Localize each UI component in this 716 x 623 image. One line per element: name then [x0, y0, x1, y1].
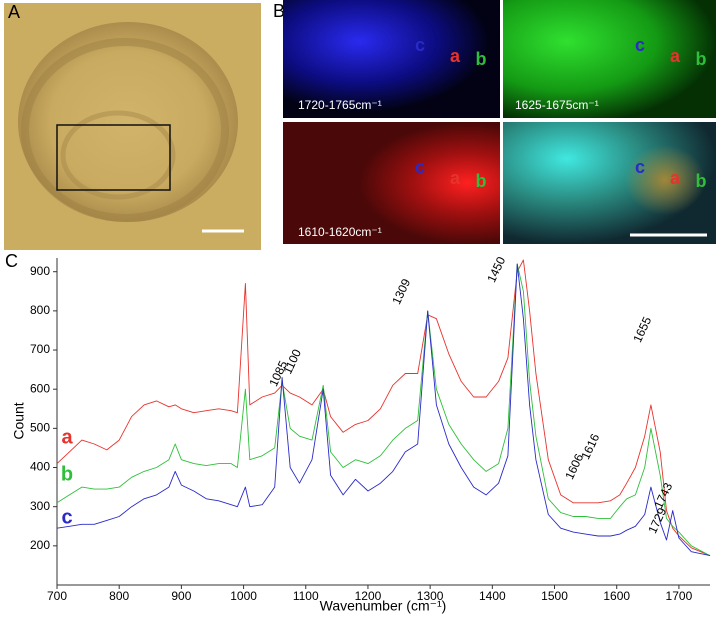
spot-label: b [476, 171, 487, 191]
peak-annotation: 1450 [484, 254, 508, 284]
x-tick-label: 1300 [417, 589, 444, 603]
x-tick-label: 1200 [355, 589, 382, 603]
y-tick-label: 800 [30, 303, 50, 317]
spectrum-line [56, 263, 711, 557]
spot-label: b [696, 171, 707, 191]
y-tick-label: 600 [30, 381, 50, 395]
spot-label: a [670, 168, 681, 188]
x-tick-label: 1400 [479, 589, 506, 603]
spot-label: c [415, 35, 425, 55]
legend-label: c [61, 506, 72, 528]
y-axis-label: Count [11, 402, 27, 439]
peak-annotation: 1655 [630, 314, 654, 344]
y-tick-label: 300 [30, 499, 50, 513]
panel-label: B [273, 1, 285, 21]
legend-label: b [61, 463, 73, 485]
peak-annotation: 1729 [645, 505, 669, 535]
x-tick-label: 1500 [541, 589, 568, 603]
spectrum-line [56, 263, 711, 556]
spot-label: a [670, 46, 681, 66]
roi-box [56, 124, 171, 191]
x-tick-label: 800 [109, 589, 129, 603]
y-tick-label: 400 [30, 460, 50, 474]
cell-region [18, 22, 238, 222]
spot-label: b [476, 49, 487, 69]
map-caption: 1625-1675cm⁻¹ [515, 98, 599, 112]
x-tick-label: 1000 [230, 589, 257, 603]
map-image [283, 122, 500, 244]
peak-annotation: 1743 [651, 480, 675, 510]
x-tick-label: 1700 [666, 589, 693, 603]
peak-annotation: 1309 [389, 276, 413, 306]
map-caption: 1610-1620cm⁻¹ [298, 225, 382, 239]
map-image [503, 0, 716, 118]
x-tick-label: 700 [47, 589, 67, 603]
nucleus-ring [60, 110, 176, 200]
panel-label: A [8, 2, 20, 22]
panel-label: C [5, 251, 18, 271]
x-tick-label: 1100 [293, 589, 319, 603]
x-tick-label: 900 [171, 589, 191, 603]
spectrum-line [56, 259, 711, 557]
legend-label: a [61, 426, 73, 448]
y-tick-label: 500 [30, 421, 50, 435]
spot-label: c [415, 157, 425, 177]
x-axis-label: Wavenumber (cm⁻¹) [320, 598, 447, 614]
map-overlay [625, 145, 705, 215]
y-tick-label: 700 [30, 342, 50, 356]
map-image [283, 0, 500, 118]
spot-label: c [635, 35, 645, 55]
spot-label: a [450, 46, 461, 66]
map-caption: 1720-1765cm⁻¹ [298, 98, 382, 112]
spot-label: b [696, 49, 707, 69]
spot-label: c [635, 157, 645, 177]
y-tick-label: 200 [30, 538, 50, 552]
peak-annotation: 1100 [280, 347, 304, 377]
x-tick-label: 1600 [603, 589, 630, 603]
spot-label: a [450, 168, 461, 188]
cell-border [21, 38, 229, 222]
y-tick-label: 900 [30, 264, 50, 278]
